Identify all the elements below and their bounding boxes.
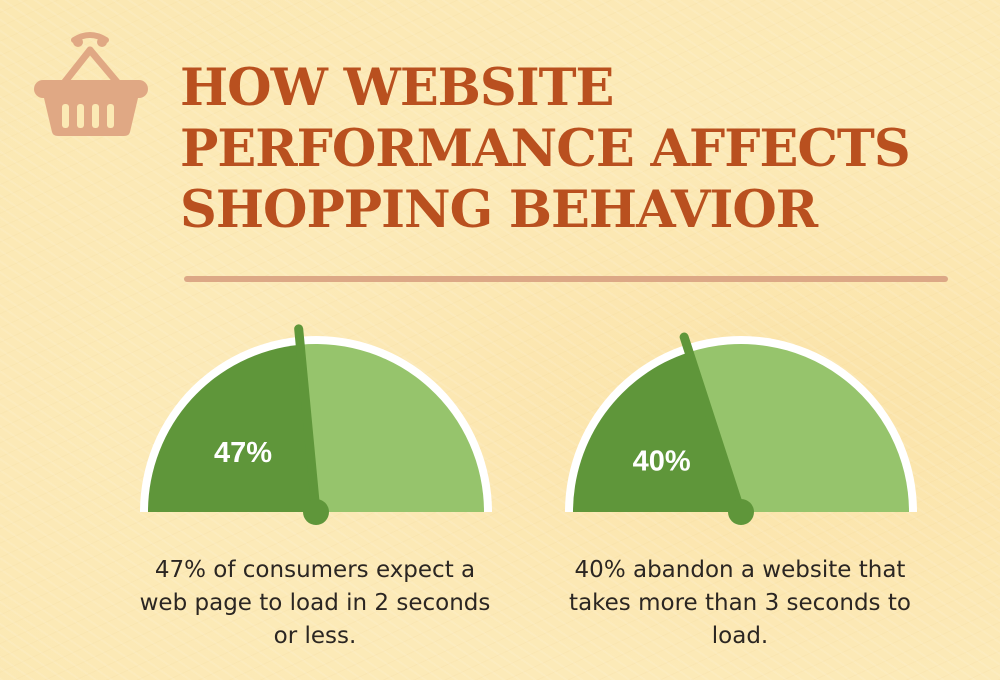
- divider: [184, 276, 948, 282]
- gauge-caption-2: 40% abandon a website that takes more th…: [569, 557, 911, 649]
- shopping-basket-icon: [34, 32, 148, 136]
- gauge-svg-2: 40%: [565, 332, 917, 525]
- title-line-2: PERFORMANCE AFFECTS: [180, 119, 911, 179]
- gauge-remaining-segment: [300, 344, 484, 512]
- gauge-caption-1: 47% of consumers expect a web page to lo…: [139, 557, 491, 649]
- gauge-needle-hub: [728, 499, 754, 525]
- gauge-remaining-segment: [689, 344, 909, 512]
- gauge-value-segment: [148, 344, 316, 512]
- gauge-value-label: 40%: [633, 445, 691, 477]
- title-line-1: HOW WEBSITE: [180, 58, 614, 118]
- title-line-3: SHOPPING BEHAVIOR: [180, 180, 818, 240]
- gauge-needle-hub: [303, 499, 329, 525]
- gauge-chart-2: 40%: [565, 320, 917, 540]
- gauge-svg-1: 47%: [140, 324, 492, 525]
- gauge-needle: [294, 324, 321, 517]
- gauge-chart-1: 47%: [140, 320, 492, 540]
- page-title: HOW WEBSITE PERFORMANCE AFFECTS SHOPPING…: [180, 58, 911, 241]
- gauge-value-label: 47%: [214, 437, 272, 469]
- gauge-needle: [679, 332, 746, 517]
